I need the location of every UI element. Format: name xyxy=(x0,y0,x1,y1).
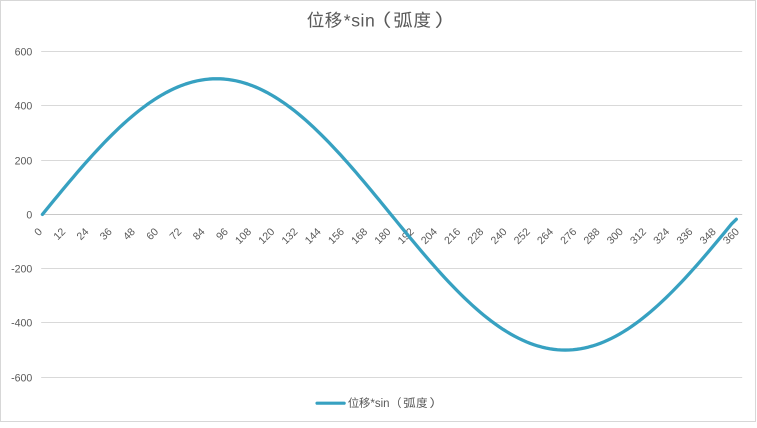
svg-text:0: 0 xyxy=(26,209,32,221)
svg-text:-400: -400 xyxy=(11,317,32,329)
svg-text:400: 400 xyxy=(15,100,33,112)
svg-text:200: 200 xyxy=(15,155,33,167)
svg-text:*sin: *sin xyxy=(344,10,376,30)
svg-text:-200: -200 xyxy=(11,263,32,275)
svg-text:600: 600 xyxy=(15,46,33,58)
svg-text:-600: -600 xyxy=(11,372,32,384)
svg-text:*sin: *sin xyxy=(370,398,389,410)
